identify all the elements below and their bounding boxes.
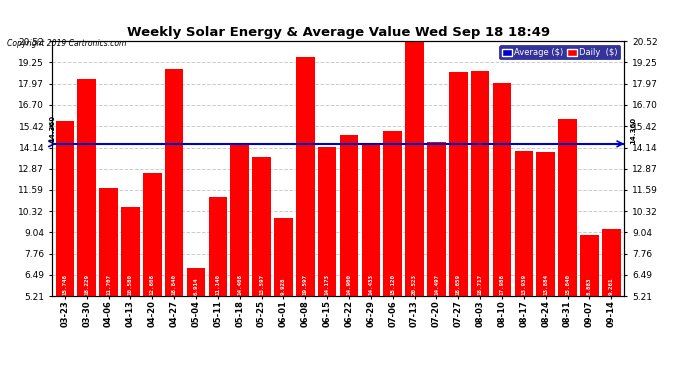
Legend: Average ($), Daily  ($): Average ($), Daily ($) — [499, 45, 620, 59]
Bar — [449, 72, 468, 296]
Bar — [99, 188, 118, 296]
Text: 20.523: 20.523 — [412, 274, 417, 296]
Text: 11.707: 11.707 — [106, 274, 111, 296]
Bar — [77, 80, 96, 296]
Bar — [121, 207, 140, 296]
Text: 13.884: 13.884 — [543, 274, 549, 296]
Bar — [580, 235, 599, 296]
Bar — [602, 229, 620, 296]
Bar — [558, 119, 577, 296]
Text: 15.120: 15.120 — [391, 274, 395, 296]
Bar — [230, 143, 249, 296]
Text: 13.939: 13.939 — [522, 274, 526, 296]
Bar — [493, 83, 511, 296]
Bar — [318, 147, 337, 296]
Text: 18.717: 18.717 — [477, 274, 483, 296]
Text: 6.914: 6.914 — [193, 278, 199, 296]
Text: 9.261: 9.261 — [609, 278, 614, 296]
Text: 19.597: 19.597 — [303, 274, 308, 296]
Text: 14.408: 14.408 — [237, 274, 242, 296]
Text: 13.597: 13.597 — [259, 274, 264, 296]
Bar — [405, 41, 424, 296]
Text: 18.840: 18.840 — [172, 274, 177, 296]
Text: 11.140: 11.140 — [215, 274, 220, 296]
Bar — [339, 135, 358, 296]
Text: 14.433: 14.433 — [368, 274, 373, 296]
Text: 8.883: 8.883 — [587, 278, 592, 296]
Bar — [427, 142, 446, 296]
Bar — [471, 71, 489, 296]
Bar — [362, 142, 380, 296]
Bar — [384, 131, 402, 296]
Text: Copyright 2019 Cartronics.com: Copyright 2019 Cartronics.com — [7, 39, 126, 48]
Text: 9.928: 9.928 — [281, 278, 286, 296]
Bar — [56, 121, 74, 296]
Bar — [536, 152, 555, 296]
Text: 14.900: 14.900 — [346, 274, 351, 296]
Text: 10.580: 10.580 — [128, 274, 133, 296]
Text: 15.840: 15.840 — [565, 274, 570, 296]
Bar — [515, 151, 533, 296]
Bar — [165, 69, 184, 296]
Text: 15.748: 15.748 — [62, 274, 68, 296]
Bar — [187, 268, 206, 296]
Text: 17.988: 17.988 — [500, 274, 504, 296]
Text: 12.608: 12.608 — [150, 274, 155, 296]
Bar — [296, 57, 315, 296]
Text: 18.229: 18.229 — [84, 274, 89, 296]
Text: 14.360: 14.360 — [630, 117, 636, 144]
Text: 14.360: 14.360 — [49, 115, 55, 142]
Bar — [208, 198, 227, 296]
Bar — [274, 217, 293, 296]
Text: 18.659: 18.659 — [456, 274, 461, 296]
Bar — [253, 156, 271, 296]
Bar — [143, 173, 161, 296]
Title: Weekly Solar Energy & Average Value Wed Sep 18 18:49: Weekly Solar Energy & Average Value Wed … — [126, 26, 550, 39]
Text: 14.497: 14.497 — [434, 274, 439, 296]
Text: 14.173: 14.173 — [325, 274, 330, 296]
